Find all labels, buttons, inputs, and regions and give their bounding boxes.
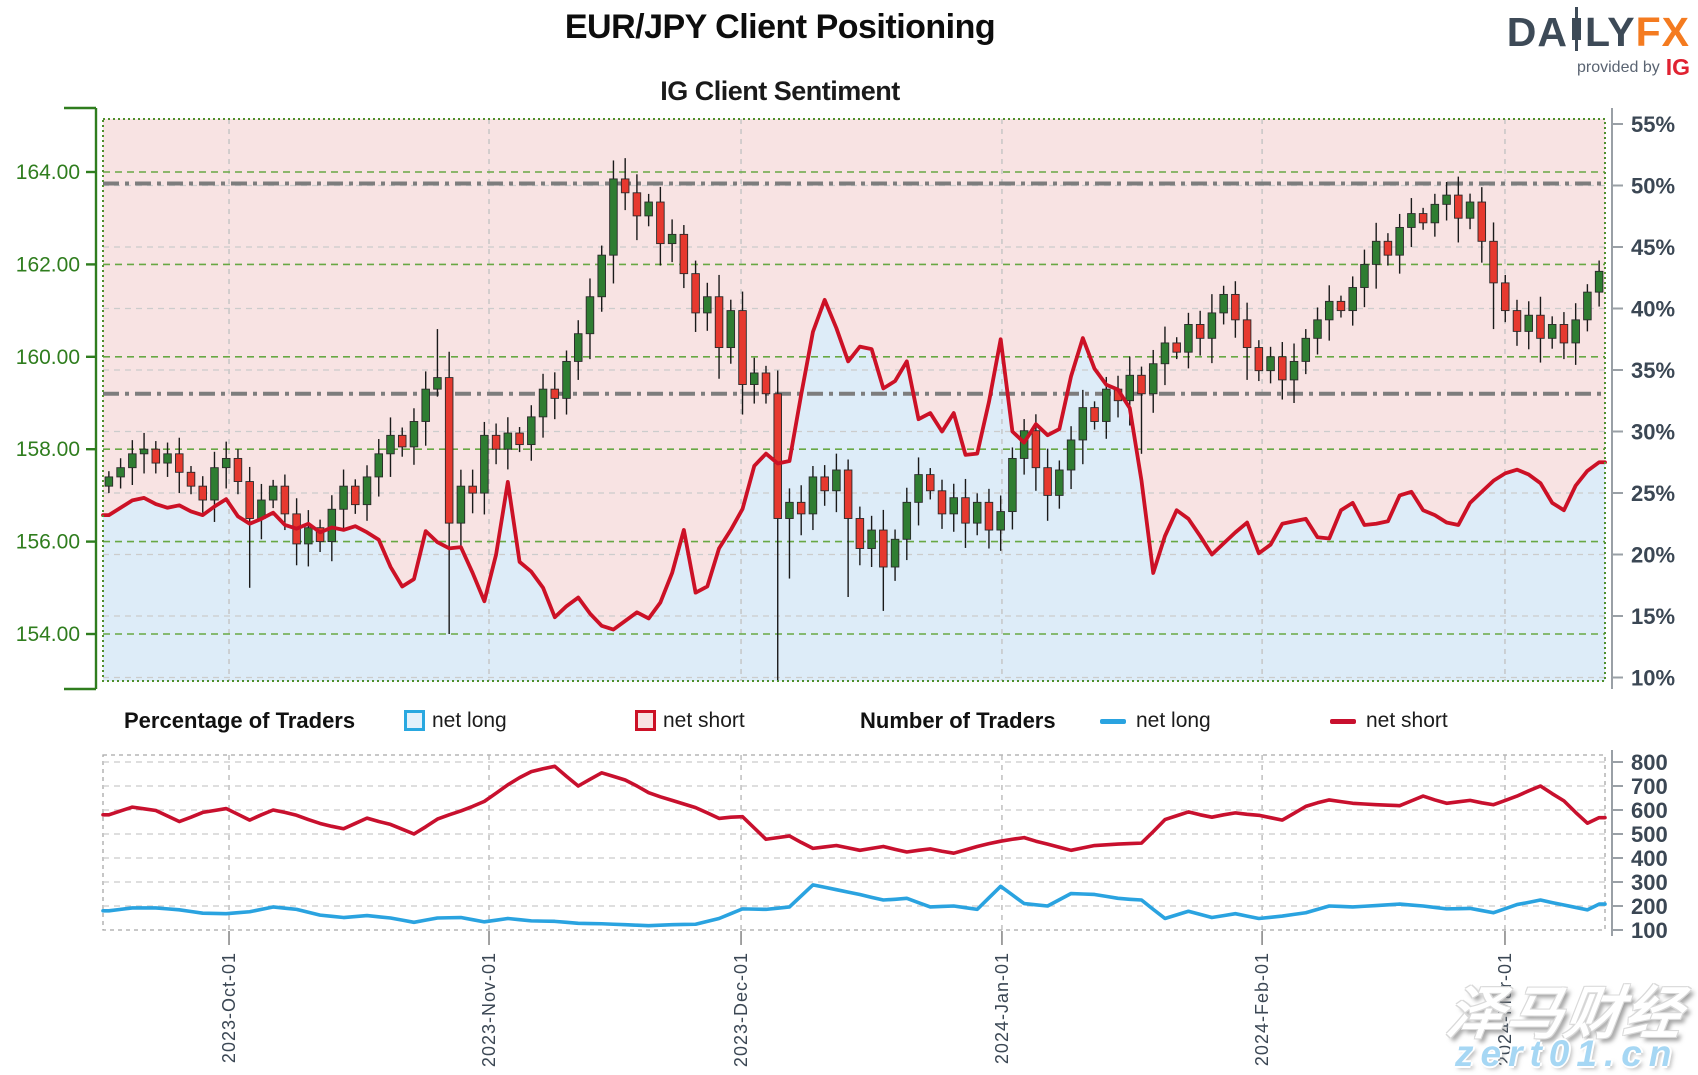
logo-text-fx: FX — [1635, 9, 1690, 55]
logo-text-da: DA — [1506, 9, 1568, 55]
svg-text:10%: 10% — [1631, 666, 1675, 691]
svg-text:30%: 30% — [1631, 420, 1675, 445]
net-short-pct-label: net short — [663, 709, 745, 732]
svg-text:160.00: 160.00 — [16, 346, 80, 369]
svg-text:25%: 25% — [1631, 481, 1675, 506]
svg-text:300: 300 — [1631, 870, 1668, 895]
net-short-count-label: net short — [1366, 709, 1448, 732]
svg-text:200: 200 — [1631, 894, 1668, 919]
chart-subtitle: IG Client Sentiment — [660, 76, 900, 106]
pct-traders-legend-title: Percentage of Traders — [124, 708, 356, 733]
net-short-count-line — [101, 764, 1607, 856]
svg-text:15%: 15% — [1631, 604, 1675, 629]
main-chart-grid — [103, 119, 1605, 681]
provided-by-text: provided by — [1577, 59, 1660, 76]
num-traders-legend-title: Number of Traders — [860, 708, 1056, 733]
svg-text:20%: 20% — [1631, 543, 1675, 568]
trader-count-chart — [101, 754, 1607, 931]
svg-text:158.00: 158.00 — [16, 438, 80, 461]
net-long-count-line — [101, 883, 1607, 928]
candlestick-icon — [1571, 7, 1581, 51]
svg-text:40%: 40% — [1631, 297, 1675, 322]
net-long-line-icon — [1100, 719, 1126, 724]
logo-text-ly: LY — [1584, 9, 1636, 55]
svg-text:100: 100 — [1631, 918, 1668, 943]
svg-text:156.00: 156.00 — [16, 531, 80, 554]
svg-text:35%: 35% — [1631, 358, 1675, 383]
svg-text:154.00: 154.00 — [16, 623, 80, 646]
svg-text:2024-Jan-01: 2024-Jan-01 — [992, 952, 1012, 1064]
chart-legend: Percentage of Traders net long net short… — [0, 703, 1698, 745]
sentiment-net-long-line — [101, 297, 1607, 632]
svg-text:500: 500 — [1631, 822, 1668, 847]
svg-text:600: 600 — [1631, 798, 1668, 823]
svg-text:2023-Dec-01: 2023-Dec-01 — [731, 952, 751, 1067]
svg-text:700: 700 — [1631, 774, 1668, 799]
svg-text:2024-Feb-01: 2024-Feb-01 — [1252, 952, 1272, 1066]
svg-text:164.00: 164.00 — [16, 161, 80, 184]
dailyfx-wordmark: DA LYFX — [1360, 6, 1690, 55]
price-axis: 164.00 162.00 160.00 158.00 156.00 154.00 — [16, 106, 98, 691]
net-long-pct-label: net long — [432, 709, 507, 732]
net-short-swatch-icon — [635, 710, 656, 731]
svg-text:800: 800 — [1631, 750, 1668, 775]
net-short-line-icon — [1330, 719, 1356, 724]
watermark-domain: zert01.cn — [1455, 1033, 1679, 1074]
main-chart — [101, 118, 1607, 682]
svg-text:2024-Mar-01: 2024-Mar-01 — [1495, 952, 1515, 1066]
page-title: EUR/JPY Client Positioning — [564, 8, 996, 46]
svg-text:55%: 55% — [1631, 112, 1675, 137]
svg-text:45%: 45% — [1631, 235, 1675, 260]
percent-axis: 55% 50% 45% 40% 35% 30% 25% 20% 15% 10% — [1611, 108, 1675, 691]
svg-text:400: 400 — [1631, 846, 1668, 871]
svg-text:162.00: 162.00 — [16, 253, 80, 276]
dailyfx-logo: DA LYFX provided by IG — [1360, 6, 1690, 81]
logo-tagline: provided by IG — [1360, 54, 1690, 81]
svg-text:50%: 50% — [1631, 174, 1675, 199]
svg-text:2023-Oct-01: 2023-Oct-01 — [219, 952, 239, 1063]
net-long-count-label: net long — [1136, 709, 1211, 732]
svg-text:2023-Nov-01: 2023-Nov-01 — [479, 952, 499, 1067]
net-long-swatch-icon — [404, 710, 425, 731]
candlestick-series — [104, 158, 1604, 681]
net-long-area — [103, 299, 1605, 681]
ig-logo: IG — [1665, 54, 1690, 80]
date-axis: 2023-Oct-01 2023-Nov-01 2023-Dec-01 2024-Ja… — [219, 931, 1515, 1067]
